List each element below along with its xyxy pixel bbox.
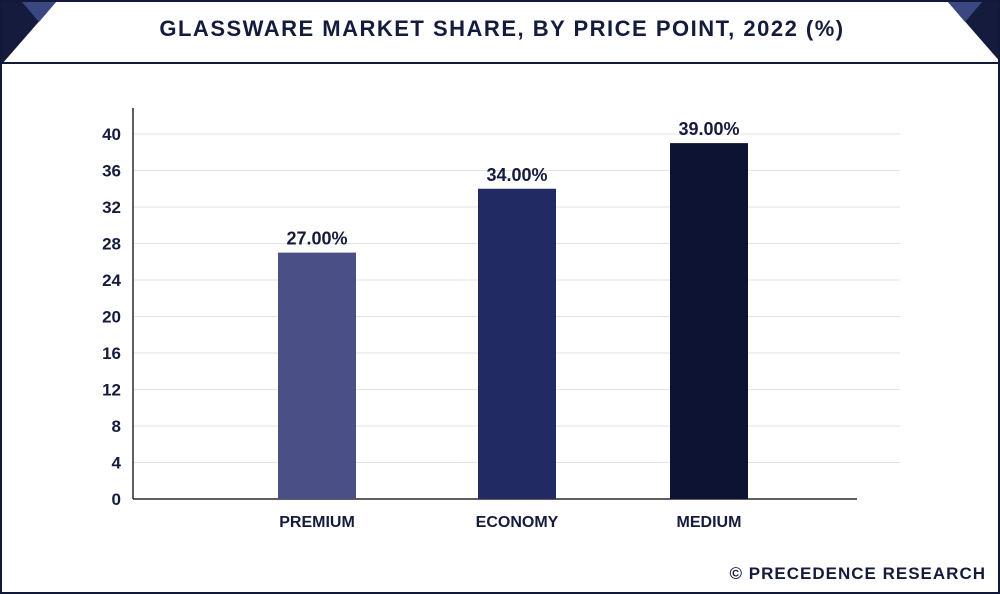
data-label-economy: 34.00% — [486, 165, 547, 185]
y-tick-label: 12 — [102, 381, 121, 400]
bar-medium — [670, 143, 748, 499]
y-tick-label: 0 — [112, 490, 121, 509]
bar-premium — [278, 252, 356, 499]
title-divider — [2, 62, 998, 64]
header-right-corner-accent — [948, 2, 982, 22]
y-tick-label: 24 — [102, 271, 121, 290]
data-label-medium: 39.00% — [678, 119, 739, 139]
source-credit: © PRECEDENCE RESEARCH — [729, 564, 986, 583]
y-tick-label: 20 — [102, 308, 121, 327]
y-tick-label: 36 — [102, 162, 121, 181]
x-category-label: ECONOMY — [476, 514, 559, 531]
y-tick-label: 28 — [102, 235, 121, 254]
x-category-label: PREMIUM — [279, 514, 355, 531]
y-tick-label: 32 — [102, 198, 121, 217]
y-tick-label: 40 — [102, 125, 121, 144]
header-band: GLASSWARE MARKET SHARE, BY PRICE POINT, … — [2, 2, 998, 64]
y-tick-label: 16 — [102, 344, 121, 363]
chart-title: GLASSWARE MARKET SHARE, BY PRICE POINT, … — [159, 16, 845, 41]
data-label-premium: 27.00% — [286, 229, 347, 249]
bar-economy — [478, 188, 556, 499]
header-corner-decor — [2, 2, 998, 64]
header-left-corner-accent — [22, 2, 56, 22]
x-category-label: MEDIUM — [677, 514, 742, 531]
y-tick-label: 8 — [112, 417, 121, 436]
y-tick-label: 4 — [112, 454, 122, 473]
